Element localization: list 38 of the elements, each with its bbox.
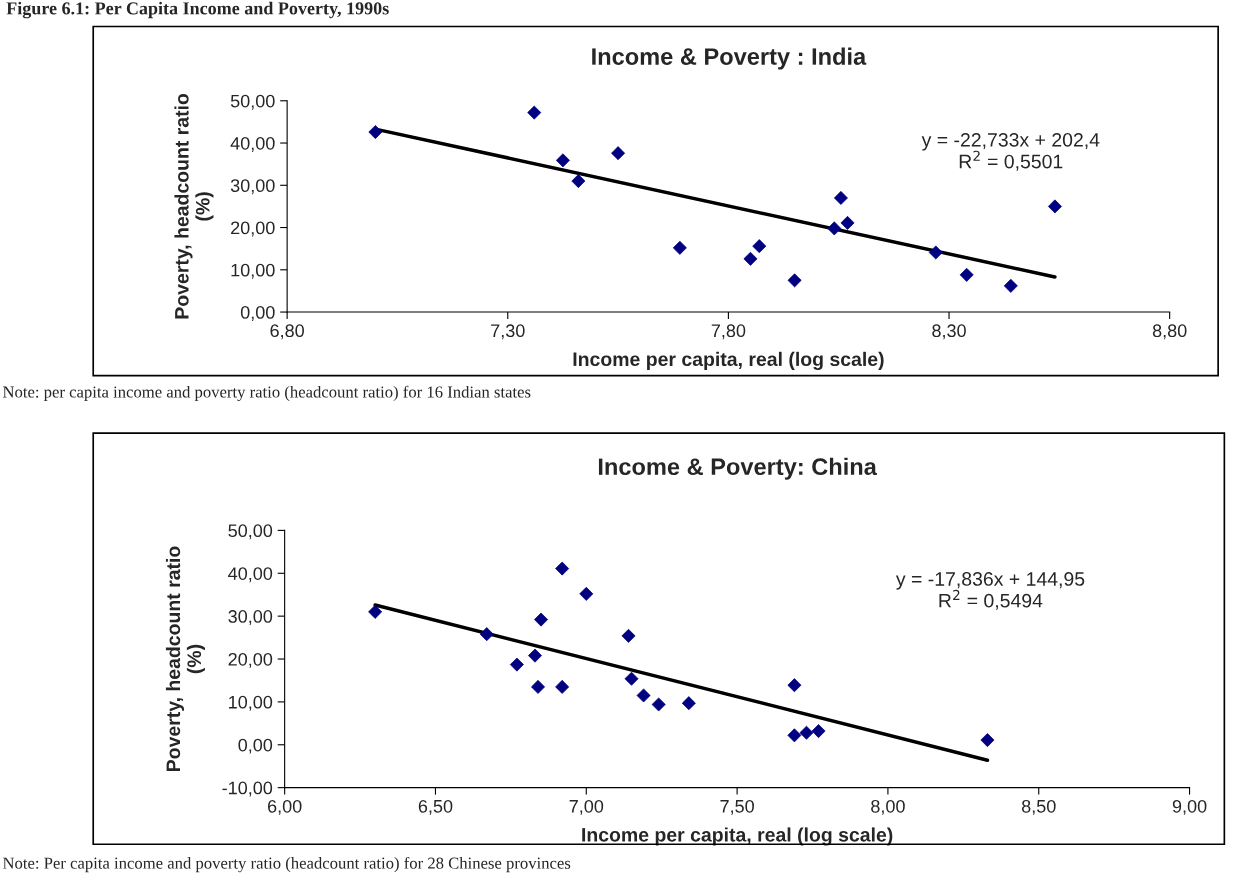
x-tick-label: 8,50 xyxy=(1021,799,1056,815)
x-tick-label: 8,80 xyxy=(1152,324,1187,340)
y-tick-label: 30,00 xyxy=(230,179,275,195)
y-tick-label: 40,00 xyxy=(228,567,273,583)
x-axis-title: Income per capita, real (log scale) xyxy=(582,827,893,846)
annotation: y = -17,836x + 144,95 R$^{2}$ = 0,5494 xyxy=(895,572,1085,610)
y-tick-label: 0,00 xyxy=(240,305,275,321)
y-tick-label: 50,00 xyxy=(230,94,275,110)
y-tick-label: 50,00 xyxy=(228,524,273,540)
chart-title: Income & Poverty : India xyxy=(592,47,867,70)
y-tick-label: -10,00 xyxy=(222,781,273,797)
x-tick-label: 9,00 xyxy=(1172,799,1207,815)
x-tick-label: 8,00 xyxy=(871,799,905,815)
x-tick-label: 8,30 xyxy=(932,324,966,340)
y-axis-title: Poverty, headcount ratio (%) xyxy=(174,93,214,319)
x-tick-label: 7,50 xyxy=(720,799,754,815)
x-tick-label: 6,80 xyxy=(270,324,304,340)
chart-title: Income & Poverty: China xyxy=(598,457,877,480)
text: Note: per capita income and poverty ratio (headcount ratio) for 16 Indian states xyxy=(2,385,531,402)
x-tick-label: 6,00 xyxy=(267,799,302,815)
x-tick-label: 7,30 xyxy=(491,324,525,340)
caption: Figure 6.1: Per Capita Income and Poverty, 1990s xyxy=(6,1,389,19)
y-axis-title: Poverty, headcount ratio (%) xyxy=(165,546,205,771)
y-tick-label: 10,00 xyxy=(229,695,273,711)
y-tick-label: 20,00 xyxy=(231,221,275,237)
x-tick-label: 7,80 xyxy=(711,324,746,340)
y-tick-label: 20,00 xyxy=(228,652,273,668)
point xyxy=(368,125,383,140)
point xyxy=(509,657,524,672)
y-tick-label: 40,00 xyxy=(230,136,275,152)
text: Note: Per capita income and poverty ratio (headcount ratio) for 28 Chinese provinces xyxy=(2,856,571,873)
annotation: y = -22,733x + 202,4 R$^{2}$ = 0,5501 xyxy=(921,132,1100,171)
x-tick-label: 6,50 xyxy=(418,799,453,815)
y-tick-label: 0,00 xyxy=(238,738,273,754)
x-tick-label: 7,00 xyxy=(569,799,604,815)
y-tick-label: 10,00 xyxy=(231,263,275,279)
y-tick-label: 30,00 xyxy=(228,610,273,625)
x-axis-title: Income per capita, real (log scale) xyxy=(573,351,884,371)
